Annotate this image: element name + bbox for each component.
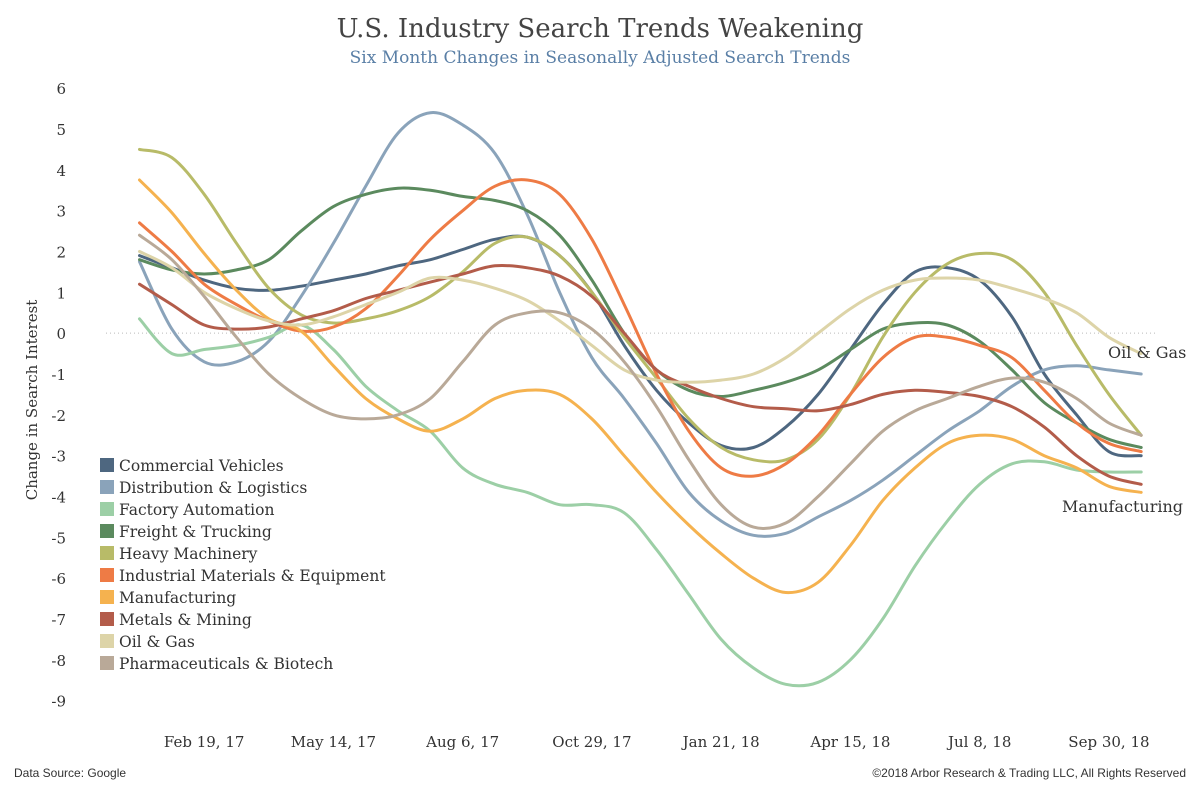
x-tick-label: Apr 15, 18	[809, 733, 890, 751]
annotation-oil-and-gas: Oil & Gas	[1108, 343, 1186, 362]
series-line-metals-and-mining	[138, 263, 1143, 486]
y-tick-label: -7	[51, 611, 66, 629]
y-tick-label: -6	[51, 570, 66, 588]
legend: Commercial Vehicles Distribution & Logist…	[100, 457, 386, 673]
series-line-distribution-and-logistics	[138, 111, 1143, 538]
y-tick-label: 4	[56, 162, 66, 180]
legend-label-metals-and-mining: Metals & Mining	[119, 611, 252, 629]
legend-label-pharmaceuticals-and-biotech: Pharmaceuticals & Biotech	[119, 655, 333, 673]
series-line-industrial-materials-and-equipment	[138, 178, 1143, 478]
x-axis: Feb 19, 17 May 14, 17 Aug 6, 17 Oct 29, 17 J…	[164, 733, 1150, 751]
y-tick-label: -3	[51, 448, 66, 466]
legend-swatch-commercial-vehicles	[100, 458, 114, 472]
y-tick-label: -4	[51, 489, 66, 507]
x-tick-label: Sep 30, 18	[1068, 733, 1149, 751]
chart-title: U.S. Industry Search Trends Weakening	[336, 14, 864, 44]
legend-swatch-manufacturing	[100, 590, 114, 604]
source-note: Data Source: Google	[14, 766, 127, 780]
y-axis: 6 5 4 3 2 1 0 -1 -2 -3 -4 -5 -6 -7 -8 -9	[51, 80, 66, 711]
legend-label-heavy-machinery: Heavy Machinery	[119, 545, 258, 563]
annotation-manufacturing: Manufacturing	[1062, 497, 1183, 516]
x-tick-label: May 14, 17	[291, 733, 376, 751]
series-line-oil-and-gas	[138, 250, 1143, 384]
series-lines	[138, 111, 1143, 688]
series-line-freight-and-trucking	[138, 186, 1143, 449]
copyright-note: ©2018 Arbor Research & Trading LLC, All …	[872, 766, 1186, 780]
legend-swatch-freight-and-trucking	[100, 524, 114, 538]
y-tick-label: 6	[56, 80, 66, 98]
legend-swatch-distribution-and-logistics	[100, 480, 114, 494]
legend-label-oil-and-gas: Oil & Gas	[119, 633, 195, 651]
y-tick-label: -1	[51, 366, 66, 384]
y-tick-label: 3	[56, 203, 66, 221]
legend-swatch-pharmaceuticals-and-biotech	[100, 656, 114, 670]
legend-label-commercial-vehicles: Commercial Vehicles	[119, 457, 284, 475]
legend-swatch-heavy-machinery	[100, 546, 114, 560]
legend-label-freight-and-trucking: Freight & Trucking	[119, 523, 272, 541]
legend-swatch-oil-and-gas	[100, 634, 114, 648]
legend-label-factory-automation: Factory Automation	[119, 501, 274, 519]
y-tick-label: -9	[51, 693, 66, 711]
x-tick-label: Oct 29, 17	[552, 733, 631, 751]
y-axis-title: Change in Search Interest	[23, 300, 41, 501]
x-tick-label: Feb 19, 17	[164, 733, 245, 751]
y-tick-label: -8	[51, 652, 66, 670]
y-tick-label: -5	[51, 529, 66, 547]
y-tick-label: 0	[56, 325, 66, 343]
y-tick-label: -2	[51, 407, 66, 425]
y-tick-label: 2	[56, 244, 66, 262]
annotations: Oil & Gas Manufacturing	[1062, 343, 1186, 516]
legend-swatch-industrial-materials-and-equipment	[100, 568, 114, 582]
y-tick-label: 5	[56, 121, 66, 139]
legend-label-manufacturing: Manufacturing	[119, 589, 236, 607]
series-line-pharmaceuticals-and-biotech	[138, 233, 1143, 531]
legend-swatch-factory-automation	[100, 502, 114, 516]
legend-swatch-metals-and-mining	[100, 612, 114, 626]
series-line-manufacturing	[138, 178, 1143, 595]
x-tick-label: Jan 21, 18	[681, 733, 760, 751]
x-tick-label: Jul 8, 18	[946, 733, 1011, 751]
legend-label-industrial-materials-and-equipment: Industrial Materials & Equipment	[119, 567, 386, 585]
y-tick-label: 1	[56, 284, 66, 302]
chart-subtitle: Six Month Changes in Seasonally Adjusted…	[349, 48, 851, 68]
legend-label-distribution-and-logistics: Distribution & Logistics	[119, 479, 307, 497]
x-tick-label: Aug 6, 17	[425, 733, 499, 751]
series-line-factory-automation	[138, 317, 1143, 688]
series-line-heavy-machinery	[138, 147, 1143, 464]
